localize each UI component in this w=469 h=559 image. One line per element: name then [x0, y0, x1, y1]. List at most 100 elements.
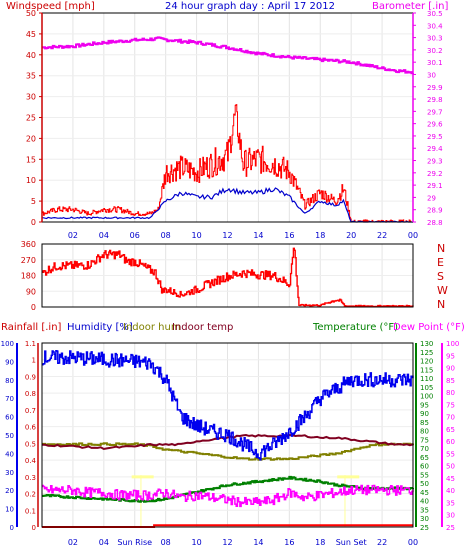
rainfall-tick: 0.2 — [25, 491, 36, 499]
x-tick-bottom: 16 — [284, 538, 294, 547]
x-tick-bottom: 02 — [68, 538, 78, 547]
x-tick-bottom: 04 — [99, 538, 109, 547]
humidity-tick: 90 — [5, 358, 14, 366]
x-tick-bottom: 08 — [161, 538, 171, 547]
humidity-tick: 40 — [5, 450, 14, 458]
indoor-hum-label: Indoor hum — [123, 322, 181, 333]
windspeed-tick: 10 — [26, 176, 36, 185]
humidity-tick: 70 — [5, 395, 14, 403]
rainfall-tick: 0.1 — [25, 507, 36, 515]
temperature-tick: 110 — [420, 375, 433, 383]
x-tick-top: 02 — [68, 231, 78, 240]
dewpoint-tick: 45 — [446, 475, 455, 483]
rainfall-tick: 0.4 — [25, 457, 37, 465]
temperature-tick: 35 — [420, 506, 429, 514]
x-tick-top: 20 — [346, 231, 356, 240]
temperature-tick: 85 — [420, 419, 429, 427]
rainfall-axis-label: Rainfall [.in] — [1, 322, 62, 333]
chart-title: 24 hour graph day : April 17 2012 — [165, 1, 335, 12]
humidity-tick: 30 — [5, 469, 14, 477]
barometer-tick: 30.2 — [427, 47, 443, 55]
barometer-tick: 30.5 — [427, 10, 443, 18]
humidity-tick: 60 — [5, 414, 14, 422]
windspeed-tick: 5 — [31, 197, 36, 206]
barometer-tick: 29.7 — [427, 108, 443, 116]
dewpoint-tick: 60 — [446, 438, 455, 446]
x-tick-top: 04 — [99, 231, 109, 240]
dewpoint-tick: 30 — [446, 512, 455, 520]
windspeed-tick: 25 — [26, 114, 36, 123]
x-tick-bottom: Sun Rise — [117, 538, 152, 547]
temperature-tick: 120 — [420, 358, 433, 366]
barometer-tick: 30 — [427, 71, 436, 79]
windspeed-tick: 20 — [26, 134, 36, 143]
x-tick-top: 06 — [130, 231, 140, 240]
temperature-tick: 60 — [420, 463, 429, 471]
plot-frame — [41, 243, 414, 308]
compass-tick: E — [437, 256, 444, 269]
rainfall-tick: 0.7 — [25, 407, 36, 415]
compass-tick: N — [437, 298, 445, 311]
temperature-tick: 25 — [420, 524, 429, 532]
windspeed-tick: 15 — [26, 155, 36, 164]
barometer-tick: 29.1 — [427, 182, 443, 190]
barometer-tick: 29.2 — [427, 170, 443, 178]
direction-tick: 270 — [21, 256, 36, 265]
barometer-tick: 29.9 — [427, 84, 443, 92]
dewpoint-tick: 100 — [446, 340, 459, 348]
humidity-tick: 10 — [5, 506, 14, 514]
barometer-tick: 29.4 — [427, 145, 443, 153]
barometer-tick: 29 — [427, 194, 436, 202]
temperature-tick: 65 — [420, 454, 429, 462]
dewpoint-tick: 75 — [446, 401, 455, 409]
temperature-tick: 130 — [420, 340, 433, 348]
temperature-tick: 30 — [420, 515, 429, 523]
rainfall-tick: 1 — [32, 357, 36, 365]
rainfall-tick: 0.3 — [25, 474, 36, 482]
windspeed-tick: 40 — [26, 51, 36, 60]
barometer-tick: 30.3 — [427, 35, 443, 43]
windspeed-axis-label: Windspeed [mph] — [6, 1, 95, 12]
temperature-tick: 125 — [420, 349, 433, 357]
windspeed-tick: 35 — [26, 72, 36, 81]
temperature-tick: 75 — [420, 436, 429, 444]
dewpoint-tick: 95 — [446, 352, 455, 360]
rainfall-tick: 0.6 — [25, 424, 37, 432]
temperature-tick: 95 — [420, 401, 429, 409]
humidity-tick: 50 — [5, 432, 14, 440]
dewpoint-axis-label: Dew Point (°F) — [393, 322, 465, 333]
humidity-tick: 80 — [5, 377, 14, 385]
indoor-temp-label: Indoor temp — [172, 322, 233, 333]
barometer-tick: 28.9 — [427, 207, 443, 215]
x-tick-bottom: 12 — [222, 538, 232, 547]
x-tick-top: 22 — [377, 231, 387, 240]
x-tick-top: 00 — [408, 231, 418, 240]
windspeed-tick: 50 — [26, 9, 36, 18]
direction-tick: 360 — [21, 240, 36, 249]
series-layer — [42, 36, 414, 528]
rainfall-tick: 1.1 — [25, 340, 36, 348]
compass-tick: N — [437, 242, 445, 255]
temperature-tick: 45 — [420, 489, 429, 497]
temperature-tick: 80 — [420, 428, 429, 436]
temperature-axis-label: Temperature (°F) — [312, 322, 398, 333]
compass-tick: W — [437, 284, 448, 297]
temperature-tick: 40 — [420, 498, 429, 506]
windspeed-tick: 45 — [26, 30, 36, 39]
barometer-line — [42, 36, 414, 75]
humidity-tick: 20 — [5, 487, 14, 495]
dewpoint-tick: 55 — [446, 450, 455, 458]
barometer-tick: 30.1 — [427, 59, 443, 67]
dewpoint-tick: 40 — [446, 487, 455, 495]
barometer-tick: 28.8 — [427, 219, 443, 227]
barometer-axis-label: Barometer [.in] — [372, 1, 448, 12]
temperature-tick: 50 — [420, 480, 429, 488]
dewpoint-tick: 90 — [446, 365, 455, 373]
x-tick-bottom: 00 — [408, 538, 418, 547]
humidity-axis-label: Humidity [%] — [67, 322, 133, 333]
tick-layer: 0510152025303540455028.828.92929.129.229… — [1, 9, 460, 547]
temperature-tick: 100 — [420, 393, 433, 401]
rainfall-tick: 0 — [32, 524, 36, 532]
temperature-tick: 55 — [420, 471, 429, 479]
